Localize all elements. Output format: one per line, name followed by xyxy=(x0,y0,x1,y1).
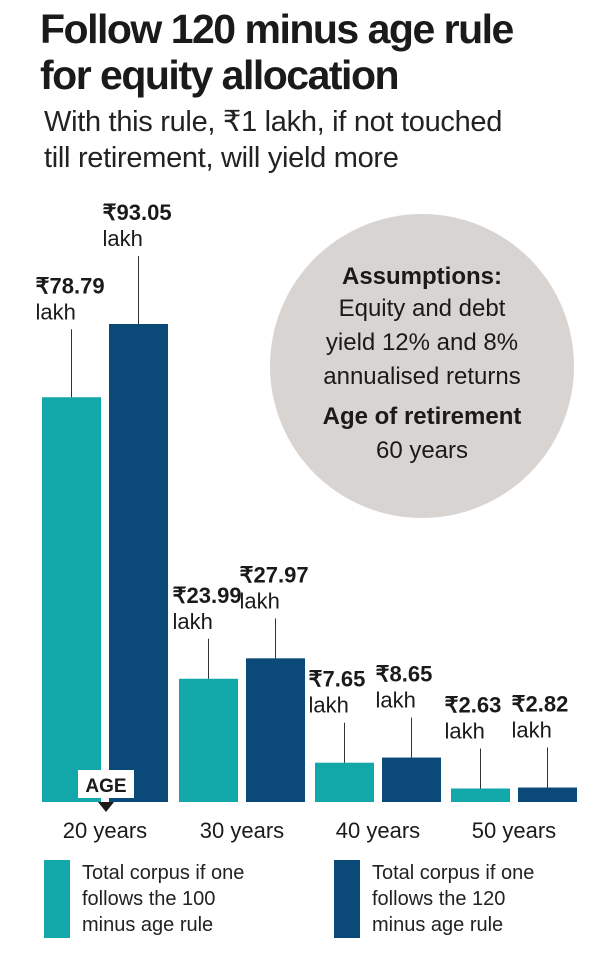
value-labels-group: ₹78.79lakh₹93.05lakh₹23.99lakh₹27.97lakh… xyxy=(36,200,569,789)
unit-label-2-1: lakh xyxy=(376,688,416,713)
bar-navy-0 xyxy=(109,324,168,802)
title-line-1: Follow 120 minus age rule xyxy=(40,6,514,52)
value-label-0-0: ₹78.79 xyxy=(36,273,105,298)
assumptions-circle xyxy=(270,214,574,518)
unit-label-1-1: lakh xyxy=(240,588,280,613)
category-label-0: 20 years xyxy=(63,818,147,843)
value-label-3-0: ₹2.63 xyxy=(445,692,502,717)
category-label-2: 40 years xyxy=(336,818,420,843)
legend-swatch-navy xyxy=(334,860,360,938)
chart-title: Follow 120 minus age rule for equity all… xyxy=(40,6,590,98)
unit-label-0-1: lakh xyxy=(103,226,143,251)
category-labels-group: 20 years 30 years 40 years 50 years xyxy=(63,818,556,843)
assumptions-line-2: yield 12% and 8% xyxy=(326,329,518,356)
value-label-1-1: ₹27.97 xyxy=(240,562,309,587)
age-badge xyxy=(78,770,134,798)
value-label-0-1: ₹93.05 xyxy=(103,200,172,225)
chart-subtitle: With this rule, ₹1 lakh, if not touched … xyxy=(44,104,594,176)
unit-label-2-0: lakh xyxy=(309,693,349,718)
bar-teal-1 xyxy=(179,678,238,802)
value-label-3-1: ₹2.82 xyxy=(512,692,569,717)
assumptions-heading: Assumptions: xyxy=(342,263,502,290)
legend-2-line-1: Total corpus if one xyxy=(372,862,535,884)
title-line-2: for equity allocation xyxy=(40,52,400,98)
unit-label-3-0: lakh xyxy=(445,718,485,743)
unit-label-0-0: lakh xyxy=(36,299,76,324)
unit-label-1-0: lakh xyxy=(173,609,213,634)
retirement-age-heading: Age of retirement xyxy=(323,403,522,430)
legend-2-line-2: follows the 120 xyxy=(372,888,506,910)
value-label-2-1: ₹8.65 xyxy=(376,662,433,687)
legend-1-line-2: follows the 100 xyxy=(82,888,216,910)
category-label-1: 30 years xyxy=(200,818,284,843)
subtitle-line-2: till retirement, will yield more xyxy=(44,142,399,174)
age-pointer-icon xyxy=(98,802,114,812)
bar-navy-3 xyxy=(518,787,577,802)
assumptions-text: Assumptions: Equity and debt yield 12% a… xyxy=(323,263,522,464)
legend-1-line-1: Total corpus if one xyxy=(82,862,245,884)
assumptions-line-1: Equity and debt xyxy=(339,295,506,322)
value-label-1-0: ₹23.99 xyxy=(173,583,242,608)
bar-teal-3 xyxy=(451,788,510,802)
bar-navy-2 xyxy=(382,757,441,802)
unit-label-3-1: lakh xyxy=(512,718,552,743)
legend-2-line-3: minus age rule xyxy=(372,914,504,936)
bar-teal-0 xyxy=(42,397,101,802)
bars-group xyxy=(42,324,577,802)
subtitle-line-1: With this rule, ₹1 lakh, if not touched xyxy=(44,106,503,138)
bar-teal-2 xyxy=(315,762,374,802)
category-label-3: 50 years xyxy=(472,818,556,843)
assumptions-line-3: annualised returns xyxy=(323,363,520,390)
legend-1-line-3: minus age rule xyxy=(82,914,214,936)
age-badge-label: AGE xyxy=(85,776,126,797)
legend-swatch-teal xyxy=(44,860,70,938)
value-label-2-0: ₹7.65 xyxy=(309,667,366,692)
retirement-age-value: 60 years xyxy=(376,437,468,464)
bar-navy-1 xyxy=(246,658,305,802)
